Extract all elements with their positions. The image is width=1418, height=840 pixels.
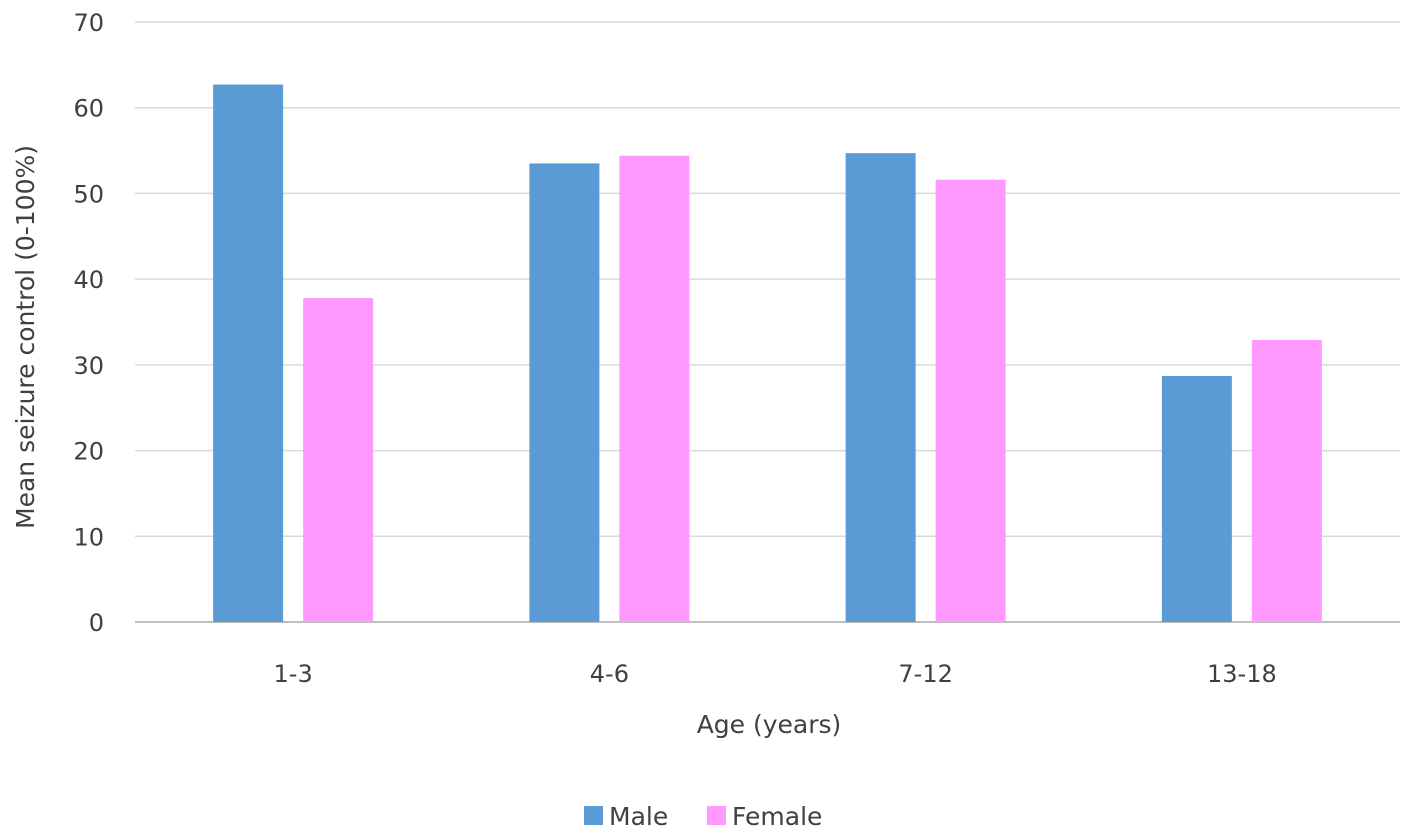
bar-male-13-18: [1161, 376, 1232, 622]
x-tick-label: 7-12: [898, 660, 952, 688]
bar-female-4-6: [619, 155, 690, 622]
y-tick-label: 70: [73, 9, 104, 37]
x-tick-label: 1-3: [274, 660, 313, 688]
x-axis-ticks: 1-3 4-6 7-12 13-18: [274, 660, 1277, 688]
y-tick-label: 30: [73, 352, 104, 380]
bars: [213, 84, 1322, 623]
y-axis-title: Mean seizure control (0-100%): [11, 145, 40, 529]
y-axis-ticks: 0 10 20 30 40 50 60 70: [73, 9, 104, 637]
bar-female-1-3: [303, 298, 374, 622]
y-tick-label: 10: [73, 523, 104, 551]
bar-male-7-12: [845, 153, 916, 622]
bar-male-4-6: [529, 163, 600, 622]
x-axis-title: Age (years): [697, 710, 842, 739]
legend-swatch-male: [584, 806, 603, 825]
y-tick-label: 40: [73, 266, 104, 294]
legend: Male Female: [584, 802, 822, 831]
bar-male-1-3: [213, 84, 284, 623]
legend-swatch-female: [707, 806, 726, 825]
bar-female-7-12: [935, 179, 1006, 622]
y-tick-label: 0: [89, 609, 104, 637]
y-tick-label: 50: [73, 180, 104, 208]
y-tick-label: 60: [73, 95, 104, 123]
legend-label-male: Male: [609, 802, 668, 831]
legend-label-female: Female: [732, 802, 822, 831]
x-tick-label: 4-6: [590, 660, 629, 688]
x-tick-label: 13-18: [1207, 660, 1277, 688]
y-tick-label: 20: [73, 438, 104, 466]
bar-female-13-18: [1251, 340, 1322, 622]
